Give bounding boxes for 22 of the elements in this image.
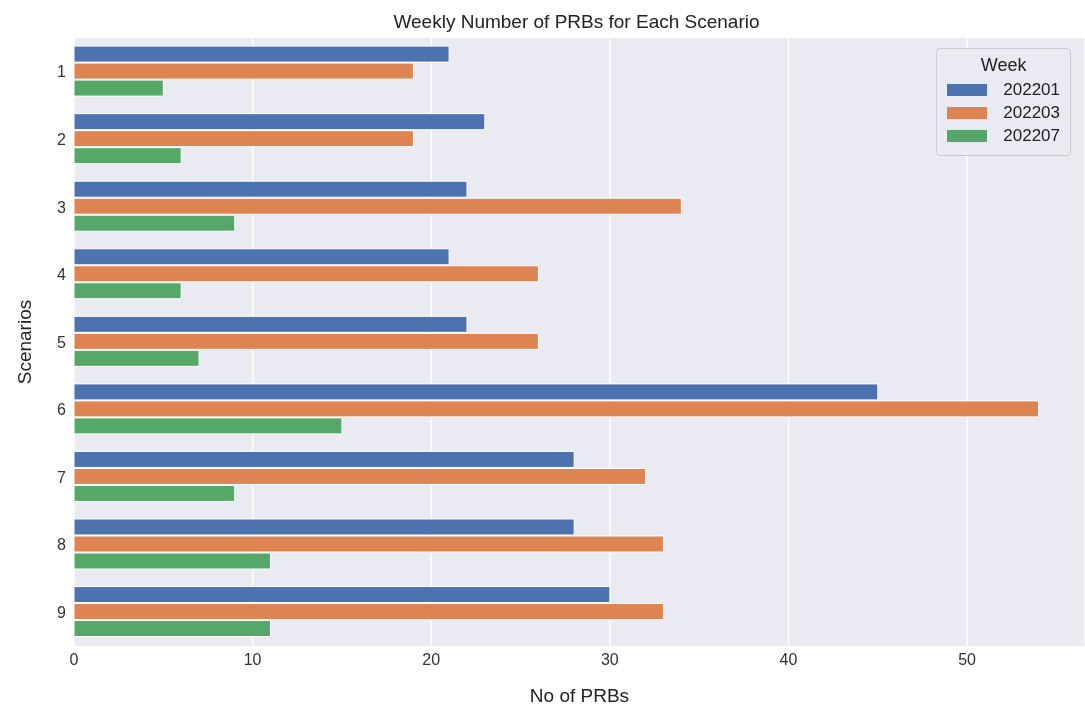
chart-title: Weekly Number of PRBs for Each Scenario [392, 10, 761, 34]
y-tick-label: 4 [57, 266, 67, 284]
x-tick-label: 10 [243, 651, 262, 669]
x-tick-label: 30 [600, 651, 619, 669]
y-tick-label: 7 [57, 468, 67, 486]
y-tick-label: 2 [57, 131, 67, 149]
y-tick-label: 1 [57, 63, 67, 81]
y-tick-label: 5 [57, 333, 67, 351]
y-tick-label: 6 [57, 401, 67, 419]
legend-label: 202203 [1003, 103, 1060, 123]
legend-title: Week [979, 55, 1028, 76]
x-axis-title: No of PRBs [529, 685, 630, 706]
legend-label: 202201 [1003, 80, 1060, 100]
legend-label: 202207 [1003, 126, 1060, 146]
y-tick-label: 9 [57, 603, 67, 621]
x-tick-label: 50 [958, 651, 977, 669]
y-axis-title: Scenarios [13, 299, 35, 385]
y-tick-label: 3 [57, 198, 67, 216]
y-tick-label: 8 [57, 536, 67, 554]
x-tick-label: 0 [69, 651, 79, 669]
x-tick-label: 40 [779, 651, 798, 669]
x-tick-label: 20 [422, 651, 441, 669]
